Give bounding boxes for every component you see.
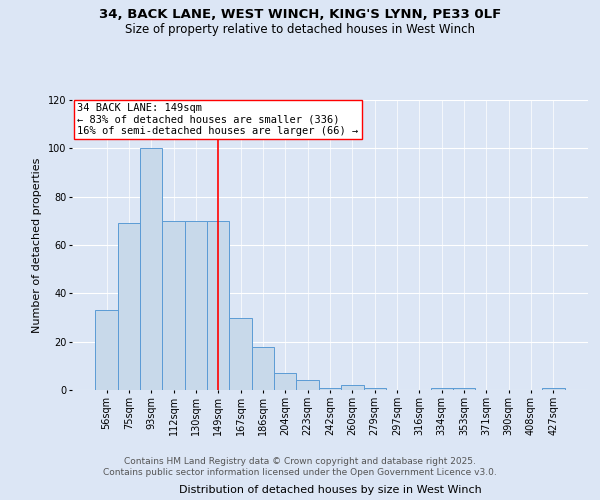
- Bar: [274, 373, 296, 390]
- Bar: [542, 388, 565, 390]
- Bar: [118, 223, 140, 390]
- Bar: [207, 221, 229, 390]
- Bar: [453, 388, 475, 390]
- Text: 34, BACK LANE, WEST WINCH, KING'S LYNN, PE33 0LF: 34, BACK LANE, WEST WINCH, KING'S LYNN, …: [99, 8, 501, 20]
- Text: Size of property relative to detached houses in West Winch: Size of property relative to detached ho…: [125, 22, 475, 36]
- Text: Contains HM Land Registry data © Crown copyright and database right 2025.
Contai: Contains HM Land Registry data © Crown c…: [103, 458, 497, 477]
- Text: Distribution of detached houses by size in West Winch: Distribution of detached houses by size …: [179, 485, 481, 495]
- Bar: [341, 385, 364, 390]
- Bar: [364, 388, 386, 390]
- Bar: [319, 388, 341, 390]
- Bar: [229, 318, 252, 390]
- Bar: [95, 310, 118, 390]
- Bar: [431, 388, 453, 390]
- Y-axis label: Number of detached properties: Number of detached properties: [32, 158, 43, 332]
- Bar: [163, 221, 185, 390]
- Text: 34 BACK LANE: 149sqm
← 83% of detached houses are smaller (336)
16% of semi-deta: 34 BACK LANE: 149sqm ← 83% of detached h…: [77, 103, 358, 136]
- Bar: [140, 148, 163, 390]
- Bar: [296, 380, 319, 390]
- Bar: [252, 346, 274, 390]
- Bar: [185, 221, 207, 390]
